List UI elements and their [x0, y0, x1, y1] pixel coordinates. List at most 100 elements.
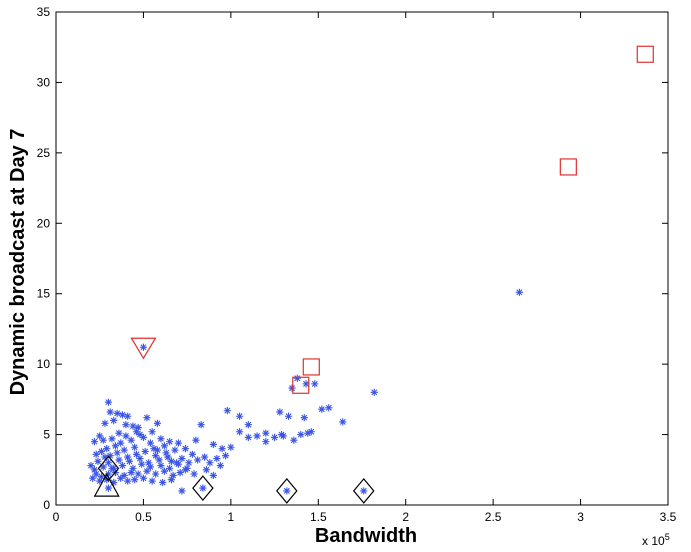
x-tick-label: 2: [402, 510, 409, 524]
diamond-marker: [352, 477, 375, 504]
data-point: [92, 470, 100, 478]
y-tick-label: 25: [37, 146, 51, 160]
data-point: [92, 450, 100, 458]
data-point: [155, 456, 163, 464]
plot-frame: [55, 11, 669, 506]
data-point: [87, 461, 95, 470]
data-point: [169, 471, 177, 480]
data-point: [277, 430, 286, 439]
data-point: [284, 412, 293, 420]
data-point: [283, 487, 291, 495]
data-point: [173, 459, 181, 467]
data-point: [118, 461, 127, 470]
data-point: [110, 478, 118, 487]
square-marker: [302, 358, 320, 376]
data-point: [253, 432, 261, 440]
square-marker: [636, 45, 654, 63]
data-point: [197, 421, 205, 429]
data-point: [150, 445, 158, 453]
data-point: [97, 447, 106, 456]
data-point: [236, 412, 244, 420]
data-point: [143, 414, 151, 422]
data-point: [148, 477, 156, 485]
x-tick-label: 1: [228, 510, 235, 524]
y-tick-label: 30: [37, 75, 51, 89]
data-point: [181, 445, 189, 453]
data-point: [167, 457, 176, 465]
data-point: [515, 288, 523, 296]
x-tick-label: 3: [577, 510, 584, 524]
data-point: [153, 446, 162, 454]
data-point: [325, 404, 333, 412]
data-point: [270, 433, 279, 441]
data-point: [106, 408, 114, 416]
data-point: [90, 466, 99, 474]
data-point: [101, 453, 109, 461]
data-point: [216, 461, 224, 470]
data-point: [190, 470, 198, 478]
data-point: [99, 436, 107, 444]
data-point: [218, 445, 226, 453]
data-point: [141, 447, 149, 456]
data-point: [181, 466, 189, 474]
data-point: [157, 461, 165, 470]
data-point: [146, 463, 155, 471]
data-point: [213, 454, 221, 463]
data-point: [178, 454, 186, 463]
data-point: [174, 439, 182, 447]
data-point: [300, 414, 308, 422]
data-point: [104, 459, 113, 467]
x-axis-label: Bandwidth: [315, 525, 417, 547]
data-point: [139, 343, 148, 351]
data-point: [188, 450, 196, 458]
y-tick-label: 5: [43, 428, 50, 442]
data-point: [290, 436, 298, 444]
data-point: [136, 454, 144, 463]
x-tick-label: 3.5: [660, 510, 677, 524]
data-point: [120, 446, 128, 454]
x-tick-label: 0: [53, 510, 60, 524]
data-point: [111, 442, 120, 450]
data-point: [167, 476, 176, 484]
data-point: [129, 422, 137, 430]
data-point: [120, 471, 128, 480]
data-point: [132, 428, 141, 436]
data-point: [152, 470, 160, 478]
x-tick-label: 2.5: [485, 510, 502, 524]
data-point: [99, 463, 107, 471]
data-point: [101, 419, 109, 427]
y-tick-label: 35: [37, 5, 51, 19]
data-point: [96, 432, 104, 440]
data-point: [293, 374, 301, 382]
data-point: [244, 421, 252, 429]
data-point: [307, 428, 315, 436]
data-point: [160, 467, 169, 475]
data-point: [117, 474, 125, 482]
data-point: [139, 474, 148, 482]
square-marker: [559, 158, 577, 176]
data-point: [262, 429, 270, 437]
data-point: [129, 464, 137, 472]
data-point: [159, 478, 167, 487]
data-point: [115, 456, 123, 464]
data-point: [166, 438, 174, 446]
plot-area: [55, 11, 669, 506]
data-point: [302, 380, 310, 388]
data-point: [96, 477, 104, 485]
data-point: [143, 467, 151, 475]
data-point: [152, 452, 160, 460]
data-point: [160, 442, 169, 450]
data-point: [192, 436, 200, 444]
data-point: [124, 412, 132, 420]
y-tick-label: 15: [37, 287, 51, 301]
data-point: [139, 433, 148, 441]
axis-ticks: 0 0.5 1 1.5 2 2.5 3 3.5 0 5 10 15 20 25 30 35: [37, 5, 677, 524]
x-multiplier-base: x 10: [642, 534, 665, 548]
data-point: [148, 428, 156, 436]
data-point: [166, 464, 174, 472]
data-point: [113, 449, 121, 457]
data-point: [118, 411, 127, 419]
data-point: [124, 453, 132, 461]
data-point: [164, 453, 172, 461]
data-point: [132, 450, 141, 458]
